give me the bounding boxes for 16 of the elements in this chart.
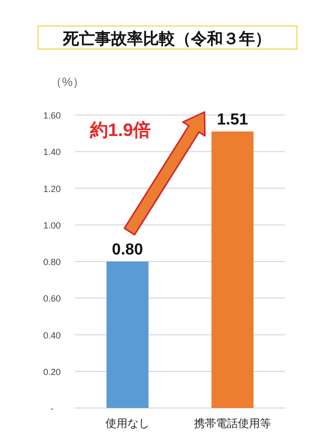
y-tick-label: 0.20 bbox=[43, 366, 61, 377]
y-tick-label: 1.20 bbox=[43, 184, 61, 194]
y-tick-label: 1.40 bbox=[43, 147, 61, 158]
y-tick-label: 0.80 bbox=[43, 257, 61, 267]
y-tick-label: 1.00 bbox=[43, 220, 61, 230]
annotation: 約1.9倍 bbox=[89, 120, 152, 140]
data-label: 0.80 bbox=[112, 242, 144, 258]
x-tick-label: 使用なし bbox=[106, 418, 150, 430]
data-label: 1.51 bbox=[216, 111, 248, 128]
x-tick-label: 携帯電話使用等 bbox=[194, 417, 271, 430]
y-tick-label: 0.40 bbox=[43, 330, 61, 340]
y-tick-label: - bbox=[50, 404, 54, 414]
y-tick-label: 0.60 bbox=[43, 294, 61, 304]
y-tick-label: 1.60 bbox=[43, 110, 61, 120]
y-axis-title: （%） bbox=[50, 75, 85, 89]
chart-title: 死亡事故率比較（令和３年） bbox=[62, 29, 271, 48]
